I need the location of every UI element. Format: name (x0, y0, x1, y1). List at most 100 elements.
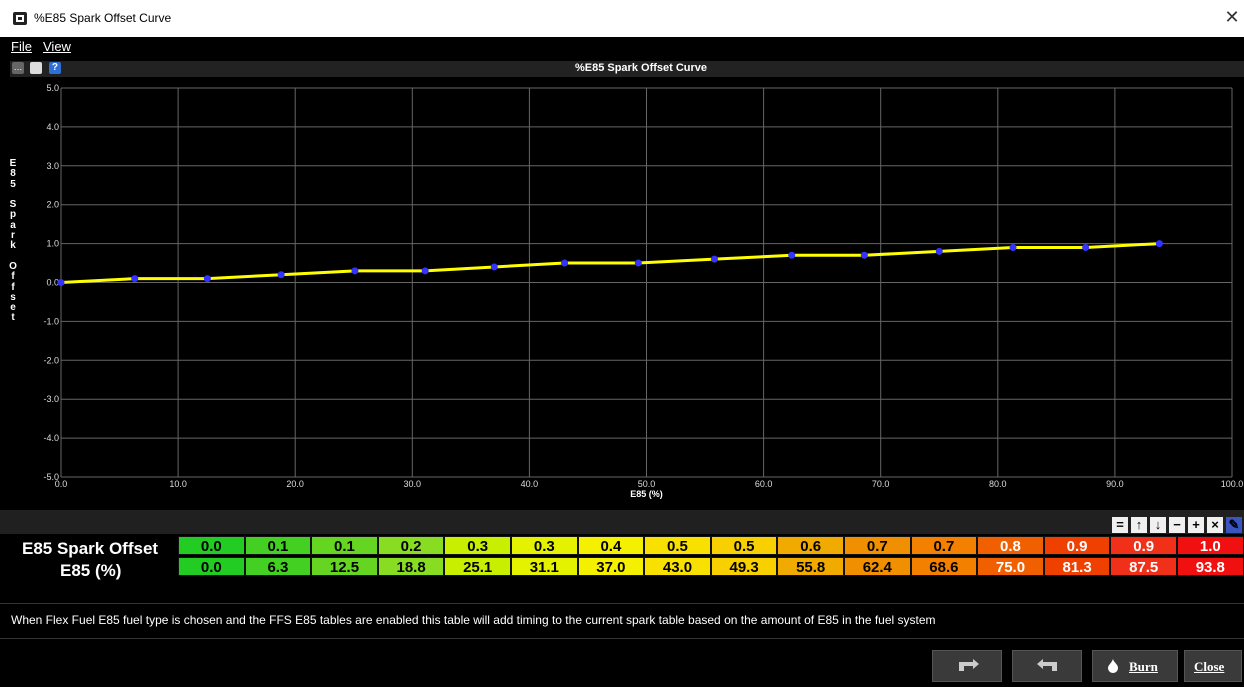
data-point (1082, 243, 1090, 251)
chart-header-icons: … ? (12, 62, 63, 76)
window-close-icon[interactable]: ✕ (1224, 7, 1240, 27)
data-point (351, 267, 359, 275)
curve-plot[interactable]: 0.0 10.0 20.0 30.0 40.0 50.0 60.0 70.0 80.0 90.0 1… (10, 77, 1244, 509)
app-icon (13, 12, 27, 25)
x-tick-label: 20.0 (286, 479, 304, 489)
description-panel: When Flex Fuel E85 fuel type is chosen a… (0, 603, 1244, 639)
table-tools: = ↑ ↓ − + × ✎ (1109, 517, 1242, 535)
e85-percent-cell[interactable]: 0.0 (178, 557, 245, 576)
row-label-spark-offset: E85 Spark Offset (22, 539, 159, 558)
spark-offset-cell[interactable]: 0.3 (444, 536, 511, 555)
data-point (131, 275, 139, 283)
close-button[interactable]: Close (1184, 650, 1242, 682)
spark-offset-cell[interactable]: 0.0 (178, 536, 245, 555)
spark-offset-cell[interactable]: 0.2 (377, 536, 445, 555)
e85-percent-cell[interactable]: 18.8 (377, 557, 445, 576)
burn-button[interactable]: Burn (1092, 650, 1178, 682)
x-tick-label: 90.0 (1106, 479, 1124, 489)
spark-offset-cell[interactable]: 0.3 (511, 536, 578, 555)
data-point (860, 251, 868, 259)
x-tick-label: 70.0 (872, 479, 890, 489)
spark-offset-cell[interactable]: 0.6 (777, 536, 844, 555)
data-point (1155, 240, 1163, 248)
y-tick-label: 3.0 (46, 161, 59, 171)
y-tick-label: -4.0 (43, 433, 59, 443)
plus-icon[interactable]: + (1188, 517, 1204, 533)
x-tick-label: 0.0 (55, 479, 68, 489)
close-label: Close (1194, 659, 1225, 674)
e85-percent-cell[interactable]: 55.8 (777, 557, 844, 576)
data-point (277, 271, 285, 279)
arrow-down-icon[interactable]: ↓ (1150, 517, 1166, 533)
e85-percent-cell[interactable]: 75.0 (977, 557, 1044, 576)
series-line (60, 242, 1160, 284)
data-point (935, 247, 943, 255)
menu-bar: File View (0, 37, 1244, 56)
help-icon[interactable]: ? (48, 62, 61, 74)
y-tick-label: -1.0 (43, 316, 59, 326)
curve-table: E85 Spark Offset E85 (%) 0.0 0.0 0.1 6.3 0.1… (0, 534, 1244, 584)
window-titlebar: %E85 Spark Offset Curve ✕ (0, 0, 1244, 37)
undo-icon (959, 659, 979, 671)
y-tick-label: 4.0 (46, 122, 59, 132)
minus-icon[interactable]: − (1169, 517, 1185, 533)
x-axis-label: E85 (%) (630, 489, 663, 499)
spark-offset-cell[interactable]: 0.9 (1043, 536, 1111, 555)
y-tick-label: -2.0 (43, 355, 59, 365)
e85-percent-cell[interactable]: 12.5 (311, 557, 378, 576)
e85-percent-cell[interactable]: 31.1 (511, 557, 578, 576)
e85-percent-cell[interactable]: 93.8 (1177, 557, 1244, 576)
spark-offset-cell[interactable]: 0.5 (644, 536, 711, 555)
e85-percent-cell[interactable]: 62.4 (844, 557, 911, 576)
e85-percent-cell[interactable]: 68.6 (910, 557, 978, 576)
spark-offset-cell[interactable]: 0.4 (577, 536, 645, 555)
x-tick-label: 10.0 (169, 479, 187, 489)
spark-offset-cell[interactable]: 0.1 (311, 536, 378, 555)
data-point (561, 259, 569, 267)
spark-offset-cell[interactable]: 0.8 (977, 536, 1044, 555)
spark-offset-cell[interactable]: 0.1 (244, 536, 312, 555)
redo-icon (1037, 659, 1057, 671)
e85-percent-cell[interactable]: 81.3 (1043, 557, 1111, 576)
arrow-up-icon[interactable]: ↑ (1131, 517, 1147, 533)
multiply-icon[interactable]: × (1207, 517, 1223, 533)
x-tick-label: 50.0 (638, 479, 656, 489)
y-tick-label: -5.0 (43, 472, 59, 482)
spark-offset-cell[interactable]: 0.9 (1110, 536, 1177, 555)
flame-icon (1108, 659, 1118, 673)
equals-icon[interactable]: = (1112, 517, 1128, 533)
table-toolbar: = ↑ ↓ − + × ✎ (0, 510, 1244, 534)
spark-offset-cell[interactable]: 0.5 (710, 536, 778, 555)
y-tick-label: 2.0 (46, 200, 59, 210)
e85-percent-cell[interactable]: 6.3 (244, 557, 312, 576)
data-point (421, 267, 429, 275)
more-options-icon[interactable]: … (12, 62, 24, 74)
data-point (634, 259, 642, 267)
pencil-icon[interactable]: ✎ (1226, 517, 1242, 533)
x-tick-label: 30.0 (404, 479, 422, 489)
y-tick-label: 5.0 (46, 83, 59, 93)
e85-percent-cell[interactable]: 25.1 (444, 557, 511, 576)
y-tick-label: 1.0 (46, 239, 59, 249)
undo-button[interactable] (932, 650, 1002, 682)
description-text: When Flex Fuel E85 fuel type is chosen a… (11, 613, 936, 627)
data-point (1009, 243, 1017, 251)
e85-percent-cell[interactable]: 49.3 (710, 557, 778, 576)
y-tick-label: -3.0 (43, 394, 59, 404)
window-title: %E85 Spark Offset Curve (34, 11, 172, 25)
e85-percent-cell[interactable]: 43.0 (644, 557, 711, 576)
redo-button[interactable] (1012, 650, 1082, 682)
e85-percent-cell[interactable]: 87.5 (1110, 557, 1177, 576)
menu-view[interactable]: View (43, 39, 71, 54)
y-tick-label: 0.0 (46, 278, 59, 288)
chart-title: %E85 Spark Offset Curve (574, 62, 708, 74)
spark-offset-cell[interactable]: 0.7 (910, 536, 978, 555)
menu-file[interactable]: File (11, 39, 32, 54)
spark-offset-cell[interactable]: 0.7 (844, 536, 911, 555)
e85-percent-cell[interactable]: 37.0 (577, 557, 645, 576)
comment-icon[interactable] (30, 62, 43, 74)
spark-offset-cell[interactable]: 1.0 (1177, 536, 1244, 555)
